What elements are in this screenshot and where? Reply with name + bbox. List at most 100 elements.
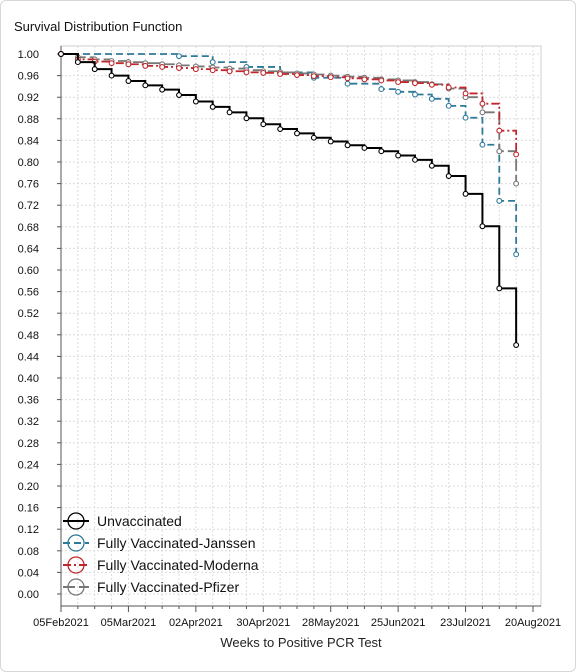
data-point: [496, 127, 503, 134]
data-point: [310, 73, 317, 80]
x-tick-label: 30Apr2021: [236, 617, 290, 629]
data-point: [496, 148, 503, 155]
y-tick-label: 0.40: [18, 373, 39, 385]
data-point: [412, 80, 418, 87]
y-tick-label: 0.28: [18, 438, 39, 450]
legend-entry: Fully Vaccinated-Moderna: [97, 557, 259, 573]
y-tick-label: 0.20: [18, 481, 39, 493]
data-point: [395, 88, 402, 95]
data-point: [513, 342, 520, 349]
data-point: [378, 148, 385, 155]
data-point: [412, 91, 418, 98]
data-point: [310, 134, 317, 141]
y-tick-label: 0.52: [18, 308, 39, 320]
y-tick-label: 0.24: [18, 459, 39, 471]
data-point: [176, 53, 182, 60]
data-point: [344, 142, 351, 149]
y-tick-label: 0.48: [18, 330, 39, 342]
data-point: [513, 151, 520, 158]
y-tick-label: 0.64: [18, 243, 39, 255]
data-point: [395, 79, 402, 86]
data-point: [294, 72, 300, 79]
y-tick-label: 0.76: [18, 179, 39, 191]
data-point: [428, 95, 435, 102]
x-tick-label: 25Jun2021: [371, 617, 425, 629]
data-point: [243, 115, 250, 122]
data-point: [209, 67, 216, 74]
data-point: [277, 126, 284, 133]
data-point: [226, 68, 233, 75]
data-point: [445, 102, 452, 109]
data-point: [344, 80, 351, 87]
data-point: [125, 78, 132, 84]
data-point: [91, 66, 98, 73]
data-point: [445, 173, 452, 179]
data-point: [74, 59, 81, 66]
y-tick-label: 0.96: [18, 71, 39, 83]
y-tick-label: 0.56: [18, 287, 39, 299]
data-point: [479, 141, 486, 148]
x-tick-label: 23Jul2021: [440, 617, 491, 629]
data-point: [361, 145, 368, 151]
data-point: [445, 84, 452, 91]
y-tick-label: 0.00: [18, 589, 39, 601]
data-point: [192, 98, 199, 105]
y-tick-label: 0.36: [18, 395, 39, 407]
data-point: [479, 100, 486, 107]
data-point: [108, 60, 115, 67]
data-point: [327, 138, 334, 145]
y-tick-label: 0.60: [18, 265, 39, 277]
data-point: [142, 82, 149, 89]
series-line-0: [61, 53, 518, 346]
legend-marker: [67, 512, 85, 530]
data-point: [496, 285, 503, 292]
data-point: [378, 86, 385, 93]
data-point: [125, 61, 132, 68]
data-point: [277, 71, 284, 77]
data-point: [260, 121, 267, 128]
legend-entry: Fully Vaccinated-Pfizer: [97, 579, 239, 595]
x-tick-label: 02Apr2021: [169, 617, 223, 629]
y-tick-label: 0.04: [18, 567, 39, 579]
legend-entry: Unvaccinated: [97, 513, 182, 529]
x-axis-label: Weeks to Positive PCR Test: [220, 635, 382, 650]
data-point: [209, 103, 216, 110]
data-point: [513, 180, 520, 187]
data-point: [479, 109, 486, 116]
y-tick-label: 0.84: [18, 135, 39, 147]
data-point: [176, 65, 182, 71]
x-tick-label: 28May2021: [302, 617, 360, 629]
data-point: [462, 90, 469, 97]
data-point: [412, 156, 418, 163]
y-tick-label: 0.32: [18, 416, 39, 428]
y-tick-label: 0.68: [18, 222, 39, 234]
x-tick-label: 20Aug2021: [505, 617, 561, 629]
y-tick-label: 0.08: [18, 546, 39, 558]
series-line-1: [61, 53, 518, 255]
data-point: [428, 81, 435, 88]
data-point: [159, 86, 166, 93]
data-point: [395, 152, 402, 159]
data-point: [344, 75, 351, 82]
data-point: [479, 223, 486, 230]
legend-marker: [67, 534, 85, 552]
data-point: [226, 109, 233, 116]
x-tick-label: 05Mar2021: [101, 617, 157, 629]
data-point: [361, 76, 368, 83]
y-tick-label: 0.72: [18, 200, 39, 212]
data-point: [243, 69, 250, 76]
data-point: [192, 66, 199, 73]
data-point: [462, 114, 469, 121]
y-tick-label: 0.88: [18, 114, 39, 126]
data-point: [209, 59, 216, 66]
chart-title: Survival Distribution Function: [14, 19, 183, 34]
x-tick-label: 05Feb2021: [33, 617, 89, 629]
y-tick-label: 0.80: [18, 157, 39, 169]
data-point: [327, 74, 334, 81]
y-tick-label: 0.12: [18, 524, 39, 536]
legend-entry: Fully Vaccinated-Janssen: [97, 535, 255, 551]
data-point: [462, 190, 469, 197]
data-point: [176, 92, 182, 98]
plot-area: [60, 45, 542, 607]
